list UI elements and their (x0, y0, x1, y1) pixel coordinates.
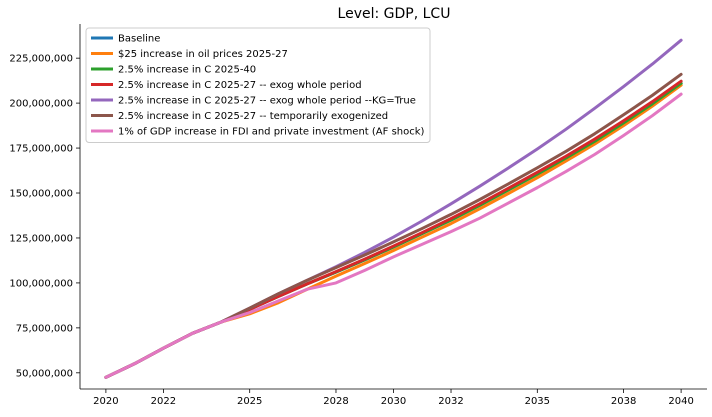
x-tick-label: 2020 (93, 396, 118, 407)
x-tick-label: 2025 (237, 396, 262, 407)
y-tick-label: 50,000,000 (16, 368, 73, 379)
legend-entry: 2.5% increase in C 2025-27 -- exog whole… (118, 96, 416, 107)
legend-entry: $25 increase in oil prices 2025-27 (118, 49, 288, 60)
x-tick-label: 2040 (668, 396, 693, 407)
x-tick-label: 2038 (611, 396, 636, 407)
y-tick-label: 75,000,000 (16, 323, 73, 334)
legend-entry: 2.5% increase in C 2025-27 -- exog whole… (118, 80, 362, 91)
x-tick-label: 2028 (323, 396, 348, 407)
y-tick-label: 100,000,000 (9, 278, 73, 289)
axes: 50,000,000 75,000,000 100,000,000 125,000,0… (9, 24, 707, 407)
y-tick-label: 225,000,000 (9, 54, 73, 65)
legend-box (85, 27, 431, 143)
legend-entry: 2.5% increase in C 2025-27 -- temporaril… (118, 111, 388, 122)
y-tick-label: 175,000,000 (9, 144, 73, 155)
legend-entry: 1% of GDP increase in FDI and private in… (118, 127, 425, 138)
legend-entry: 2.5% increase in C 2025-40 (118, 65, 256, 76)
x-tick-label: 2035 (525, 396, 550, 407)
x-tick-label: 2032 (438, 396, 463, 407)
y-tick-label: 150,000,000 (9, 189, 73, 200)
series-line-7 (104, 92, 683, 379)
y-tick-label: 125,000,000 (9, 233, 73, 244)
chart-title: Level: GDP, LCU (338, 6, 451, 22)
legend: Baseline $25 increase in oil prices 2025-… (85, 27, 431, 143)
x-tick-label: 2030 (381, 396, 406, 407)
y-tick-label: 200,000,000 (9, 99, 73, 110)
legend-entry: Baseline (118, 34, 160, 45)
series-lines (104, 38, 683, 379)
x-tick-label: 2022 (151, 396, 176, 407)
